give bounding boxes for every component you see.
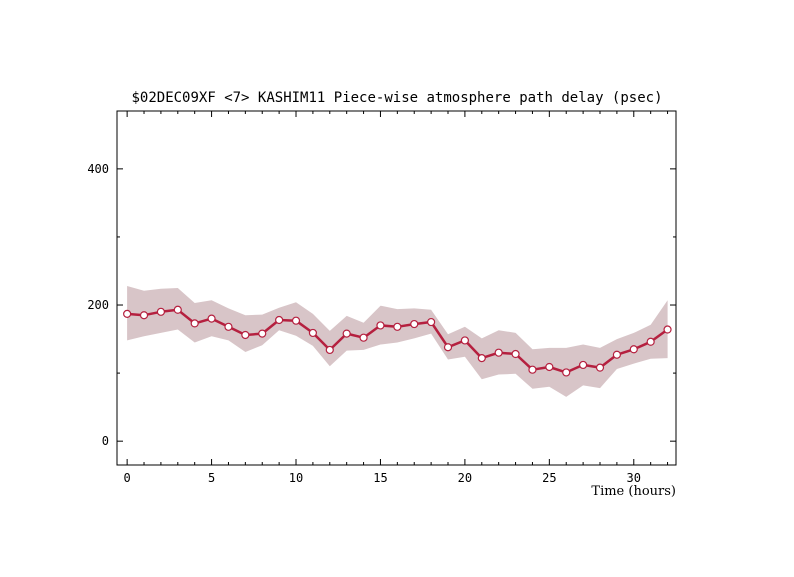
data-point bbox=[528, 365, 537, 374]
data-point bbox=[173, 305, 182, 314]
data-point bbox=[427, 317, 436, 327]
x-tick-label: 0 bbox=[124, 471, 131, 485]
data-point bbox=[663, 325, 672, 334]
chart-title: $02DEC09XF <7> KASHIM11 Piece-wise atmos… bbox=[131, 90, 662, 106]
data-point bbox=[308, 328, 318, 338]
data-point bbox=[376, 321, 385, 330]
data-point bbox=[190, 319, 199, 328]
data-point bbox=[359, 333, 368, 342]
data-point bbox=[477, 354, 486, 363]
x-tick-label: 30 bbox=[627, 471, 641, 485]
data-point bbox=[325, 345, 334, 355]
data-point bbox=[207, 314, 216, 323]
data-point bbox=[494, 348, 503, 357]
plot-frame bbox=[116, 110, 677, 466]
y-tick-label: 400 bbox=[87, 162, 109, 176]
data-point bbox=[595, 363, 605, 372]
data-point bbox=[443, 343, 453, 352]
data-point bbox=[579, 360, 588, 370]
data-point bbox=[646, 337, 655, 346]
x-tick-label: 15 bbox=[373, 471, 387, 485]
x-tick-label: 25 bbox=[542, 471, 556, 485]
data-point bbox=[291, 316, 301, 325]
x-tick-label: 10 bbox=[289, 471, 303, 485]
data-point bbox=[123, 309, 132, 318]
x-tick-label: 20 bbox=[458, 471, 472, 485]
data-point bbox=[562, 368, 571, 377]
data-point bbox=[275, 315, 284, 325]
data-point bbox=[545, 362, 554, 372]
data-point bbox=[224, 322, 233, 331]
data-point bbox=[629, 345, 638, 354]
data-point bbox=[342, 329, 351, 338]
y-tick-label: 0 bbox=[102, 434, 109, 448]
error-band bbox=[127, 286, 668, 397]
data-point bbox=[410, 319, 419, 329]
data-point bbox=[393, 322, 402, 331]
data-point bbox=[139, 311, 149, 320]
data-point bbox=[241, 330, 250, 340]
plot-area: 0 5 10 15 20 25 30 0 200 400 bbox=[87, 110, 677, 485]
x-tick-label: 5 bbox=[208, 471, 215, 485]
data-point bbox=[612, 350, 621, 359]
data-point bbox=[258, 329, 267, 338]
data-point bbox=[156, 307, 166, 316]
y-tick-label: 200 bbox=[87, 298, 109, 312]
data-point bbox=[511, 349, 520, 359]
data-point bbox=[460, 336, 469, 345]
x-axis-label: Time (hours) bbox=[591, 484, 676, 499]
